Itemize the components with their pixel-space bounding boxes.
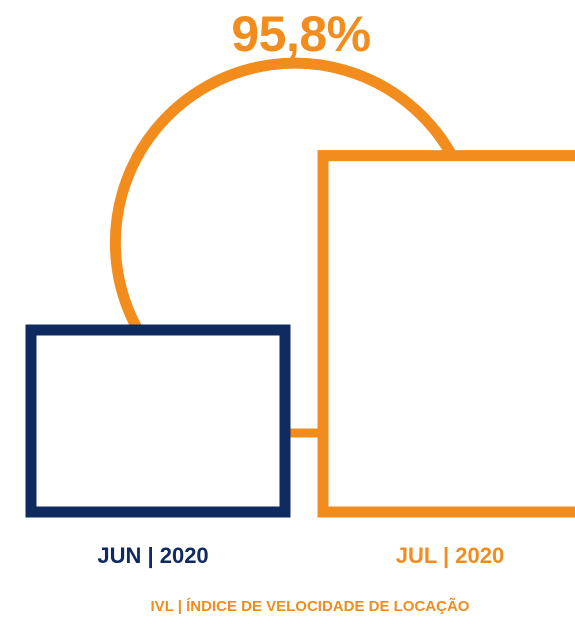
bar-jun-2020 bbox=[25, 324, 291, 518]
change-percentage-label: 95,8% bbox=[231, 6, 370, 62]
chart-caption: IVL | ÍNDICE DE VELOCIDADE DE LOCAÇÃO bbox=[151, 597, 470, 615]
category-label-jun: JUN | 2020 bbox=[97, 543, 208, 568]
bar-jul-2020 bbox=[317, 150, 575, 518]
category-label-jul: JUL | 2020 bbox=[396, 543, 505, 568]
growth-arc bbox=[109, 57, 457, 333]
